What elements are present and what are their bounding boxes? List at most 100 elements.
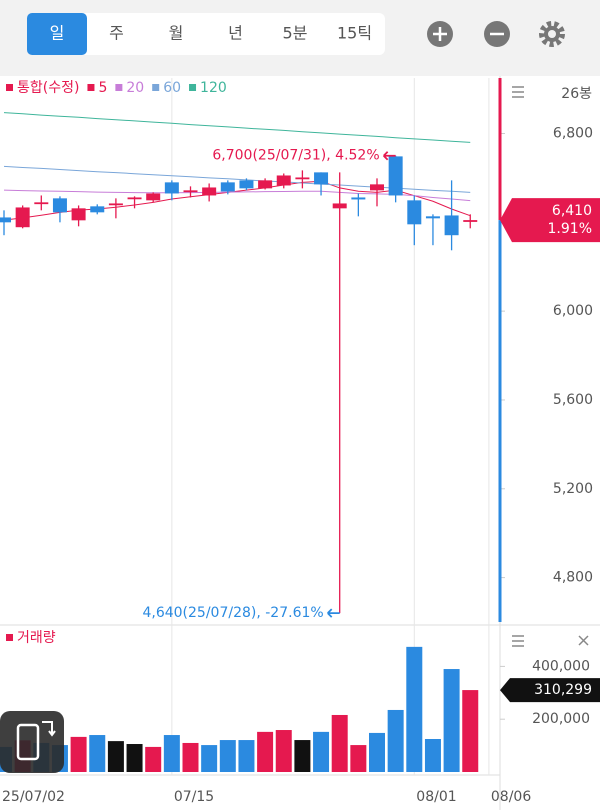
legend-swatch [6, 84, 13, 91]
candle-body [127, 197, 142, 200]
legend-label: 120 [200, 80, 227, 96]
y-tick-label: 5,200 [553, 481, 593, 497]
menu-icon[interactable] [512, 86, 524, 98]
volume-bar [145, 746, 162, 772]
volume-bar [424, 739, 441, 772]
volume-bar [70, 736, 87, 772]
candle-body [34, 202, 49, 205]
volume-bar [126, 744, 143, 772]
zoom-out[interactable] [484, 21, 510, 47]
legend-swatch [87, 84, 95, 91]
rotate-button[interactable] [0, 711, 64, 773]
legend-swatch [189, 84, 197, 91]
candle-body [52, 198, 67, 213]
candle-body [0, 217, 11, 223]
volume-bar [219, 740, 236, 772]
candle-body [332, 203, 347, 209]
volume-bar [238, 740, 255, 772]
volume-bar [257, 731, 274, 772]
close-icon[interactable] [578, 635, 589, 646]
y-tick-label: 4,800 [553, 570, 593, 586]
tab[interactable]: 월 [169, 24, 184, 43]
candle-body [15, 207, 30, 228]
tab-group [27, 13, 385, 55]
y-tick-label: 6,800 [553, 126, 593, 142]
candle-body [425, 216, 440, 219]
button-bg [0, 711, 64, 773]
candle-body [314, 172, 329, 185]
y-tick-label: 200,000 [532, 711, 590, 727]
tab[interactable]: 주 [109, 24, 124, 43]
y-tick-label: 6,000 [553, 303, 593, 319]
annotation-arrow [383, 151, 396, 161]
legend-label: 20 [126, 80, 144, 96]
menu-icon[interactable] [512, 635, 524, 647]
phone-icon [16, 723, 40, 761]
tab[interactable]: 년 [228, 24, 243, 43]
candle-body [239, 180, 254, 189]
volume-bar [275, 730, 292, 772]
legend-label: 5 [98, 80, 107, 96]
tab[interactable]: 15틱 [337, 24, 372, 43]
candle-body [351, 197, 366, 200]
annotation: 6,700(25/07/31), 4.52% [212, 148, 379, 164]
legend-swatch [152, 84, 160, 91]
annotation: 4,640(25/07/28), -27.61% [142, 605, 323, 621]
tab-selected [27, 13, 87, 55]
rotate-arrow [42, 721, 56, 737]
price-tag [500, 198, 600, 243]
candle-body [164, 182, 179, 194]
x-tick-label: 07/15 [174, 789, 214, 805]
candle-body [388, 156, 403, 196]
candle-body [258, 180, 273, 189]
x-tick-label: 08/06 [491, 789, 531, 805]
candle-body [370, 184, 384, 191]
zoom-in[interactable] [427, 21, 453, 47]
y-tick-label: 5,600 [553, 392, 593, 408]
settings[interactable] [539, 21, 565, 47]
x-tick-label: 08/01 [416, 789, 456, 805]
candle-body [71, 208, 86, 221]
volume-bar [369, 732, 385, 772]
volume-bar [443, 669, 460, 772]
candle-body [90, 206, 105, 213]
price-tag-change: 1.91% [548, 221, 592, 237]
tab[interactable]: 일 [50, 24, 65, 43]
volume-bar [387, 709, 404, 772]
y-tick-label: 400,000 [532, 658, 590, 674]
candle-body [202, 187, 217, 196]
legend-swatch [6, 634, 13, 641]
candle-body [220, 182, 235, 192]
candle-body [463, 220, 478, 222]
price-tag-value: 6,410 [552, 203, 592, 219]
candle-body [108, 203, 123, 206]
volume-bar [201, 745, 218, 772]
tab[interactable]: 5분 [283, 24, 308, 43]
candle-body [407, 200, 422, 225]
volume-bar [107, 741, 124, 772]
volume-bar [313, 731, 330, 772]
legend-swatch [115, 84, 123, 91]
volume-bar [89, 735, 106, 772]
candle-body [444, 215, 459, 236]
candle-body [276, 175, 291, 186]
volume-bar [462, 690, 479, 772]
x-tick-label: 25/07/02 [2, 789, 65, 805]
volume-bar [350, 745, 367, 772]
volume-bar [406, 646, 423, 772]
ma-line [3, 112, 471, 143]
legend-label: 60 [163, 80, 181, 96]
bar-count: 26봉 [561, 86, 592, 102]
volume-tag [500, 678, 600, 703]
legend-label: 통합(수정) [17, 80, 79, 96]
volume-tag-label: 310,299 [534, 682, 592, 698]
volume-bar [294, 740, 311, 772]
annotation-arrow [327, 608, 340, 618]
candle-body [183, 190, 198, 193]
legend-label: 거래량 [17, 630, 56, 646]
volume-bar [331, 714, 348, 772]
candle-body [146, 193, 161, 201]
volume-bar [163, 735, 180, 772]
candle-body [295, 177, 310, 180]
